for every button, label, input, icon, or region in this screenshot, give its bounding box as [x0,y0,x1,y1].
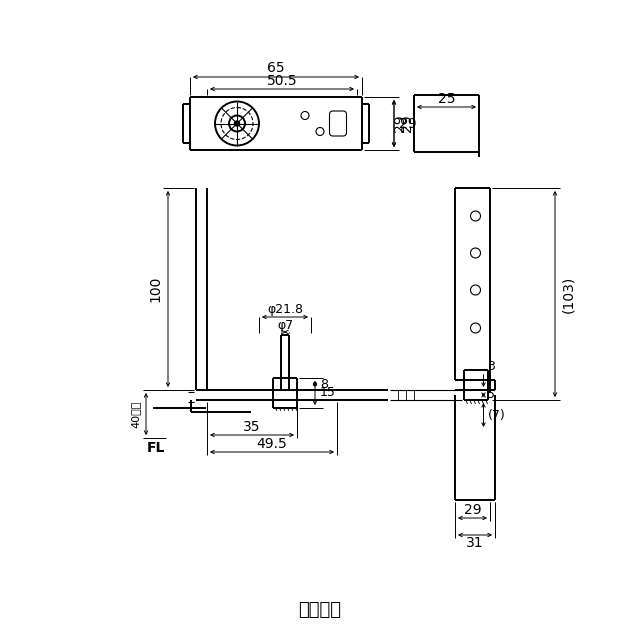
Text: 下部金具: 下部金具 [298,601,342,619]
Text: 3: 3 [488,360,495,374]
Text: 49.5: 49.5 [257,437,287,451]
Text: (7): (7) [488,408,505,422]
Text: 29: 29 [400,115,414,132]
Text: 25: 25 [438,92,455,106]
Text: 40以上: 40以上 [130,400,140,428]
Text: φ21.8: φ21.8 [267,303,303,316]
Text: 31: 31 [466,536,484,550]
Circle shape [234,121,239,126]
Text: 50.5: 50.5 [267,74,298,88]
Text: 35: 35 [243,420,260,434]
Text: 5: 5 [488,388,495,401]
Text: 100: 100 [148,276,162,302]
Text: FL: FL [147,441,165,455]
Text: 15: 15 [320,387,336,399]
Text: 29: 29 [393,115,407,132]
Text: 8: 8 [320,378,328,390]
Text: 65: 65 [267,61,285,75]
Text: (103): (103) [561,275,575,312]
Text: φ7: φ7 [277,319,293,332]
Text: 29: 29 [399,116,417,131]
Text: 29: 29 [464,503,481,517]
